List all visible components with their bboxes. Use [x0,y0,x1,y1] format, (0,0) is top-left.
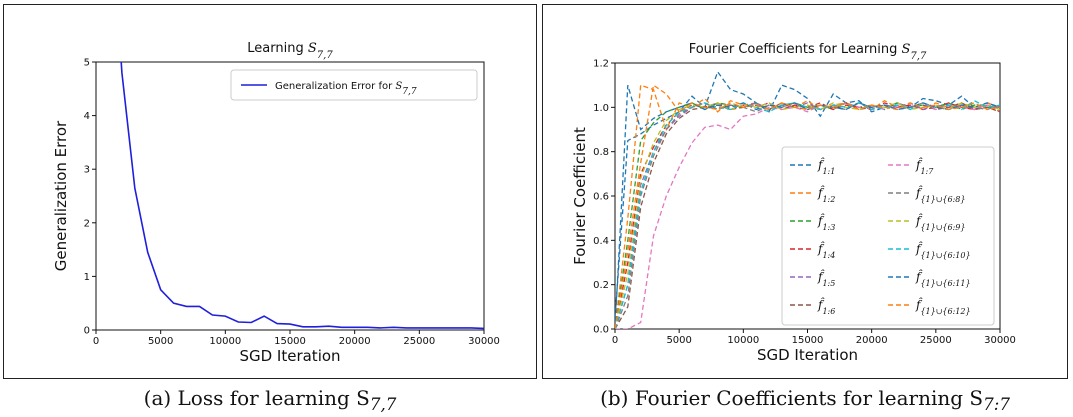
fourier-legend-label: f̂1:7 [915,156,934,175]
loss-xtick-label: 30000 [468,336,500,347]
fourier-xtick-label: 5000 [666,335,691,346]
fourier-series-line [615,85,1000,329]
fourier-ytick-label: 0.8 [593,147,609,158]
fourier-chart: 0 5000 10000 15000 20000 25000 30000 0.0 0.2 0.4 0… [571,42,1016,364]
fourier-xtick-label: 15000 [792,335,824,346]
fourier-legend-label: f̂{1}∪{6:10} [915,240,971,259]
fourier-legend-label: f̂{1}∪{6:9} [915,212,965,231]
fourier-legend-label: f̂{1}∪{6:8} [915,184,965,203]
loss-xtick-label: 10000 [209,336,241,347]
fourier-series-line [615,102,1000,329]
loss-plot-frame [95,61,485,331]
fourier-series-line [615,102,1000,329]
panel-fourier: 0 5000 10000 15000 20000 25000 30000 0.0 0.2 0.4 0… [542,4,1068,379]
loss-ytick-label: 2 [84,218,90,229]
fourier-legend-box [781,146,995,326]
fourier-series-line [615,102,1000,329]
fourier-series-line [615,102,1000,329]
fourier-ytick-label: 0.2 [593,280,609,291]
loss-ytick-label: 0 [84,326,90,337]
caption-b-text: (b) Fourier Coefficients for learning S [600,386,984,410]
caption-a: (a) Loss for learning S7,7 [3,386,537,416]
fourier-xtick-label: 30000 [984,335,1016,346]
fourier-legend-label: f̂1:1 [817,156,835,175]
loss-xtick-label: 5000 [148,336,173,347]
fourier-legend-label: f̂1:5 [817,268,835,287]
loss-ytick-label: 3 [84,165,90,176]
fourier-title: Fourier Coefficients for Learning S7,7 [689,42,927,62]
loss-series-line [120,62,484,330]
fourier-ytick-label: 0.4 [593,236,609,247]
fourier-series-line [615,84,1000,329]
fourier-ylabel: Fourier Coefficient [571,127,589,265]
loss-ylabel: Generalization Error [52,120,70,271]
loss-title: Learning S7,7 [247,41,333,61]
fourier-series-line [615,102,1000,329]
fourier-legend-label: f̂1:3 [817,212,835,231]
loss-xtick-label: 0 [93,336,99,347]
caption-b-sub: 7:7 [983,395,1010,414]
loss-xlabel: SGD Iteration [239,347,340,365]
fourier-xlabel: SGD Iteration [757,346,858,364]
fourier-ytick-label: 0.6 [593,192,609,203]
panel-loss: 0 5000 10000 15000 20000 25000 30000 0 1 2 3 4 5 SGD … [3,4,537,379]
fourier-legend-label: f̂1:6 [817,296,835,315]
loss-chart: 0 5000 10000 15000 20000 25000 30000 0 1 2 3 4 5 SGD … [52,41,500,365]
fourier-xtick-label: 25000 [920,335,952,346]
fourier-legend-label: f̂1:4 [817,240,835,259]
caption-b: (b) Fourier Coefficients for learning S7… [542,386,1068,416]
caption-a-sub: 7,7 [369,395,397,414]
fourier-ytick-label: 0.0 [593,325,609,336]
fourier-series-line [615,84,1000,329]
loss-ytick-label: 5 [84,58,90,69]
loss-xtick-label: 25000 [403,336,435,347]
fourier-ytick-label: 1.2 [593,59,609,70]
loss-legend-label: Generalization Error for S7,7 [275,81,417,97]
loss-ytick-label: 4 [84,111,90,122]
loss-legend-box [230,69,478,101]
fourier-xtick-label: 10000 [727,335,759,346]
fourier-xtick-label: 0 [612,335,618,346]
fourier-xtick-label: 20000 [856,335,888,346]
caption-a-text: (a) Loss for learning S [143,386,370,410]
loss-xtick-label: 15000 [274,336,306,347]
fourier-legend-label: f̂{1}∪{6:12} [915,296,971,315]
fourier-legend-label: f̂{1}∪{6:11} [915,268,971,287]
loss-ytick-label: 1 [84,272,90,283]
fourier-legend-label: f̂1:2 [817,184,835,203]
fourier-ytick-label: 1.0 [593,103,609,114]
loss-xtick-label: 20000 [339,336,371,347]
